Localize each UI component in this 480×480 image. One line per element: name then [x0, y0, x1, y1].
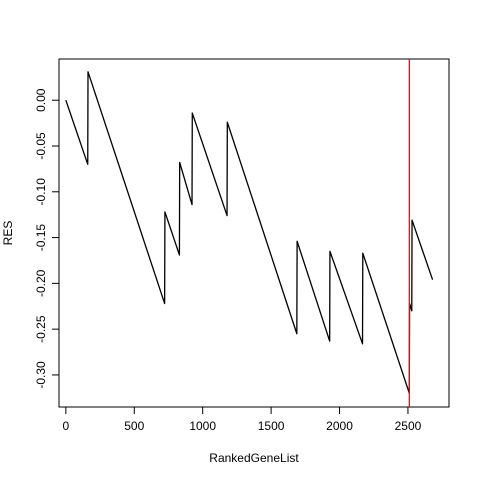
y-tick-label: 0.00 [34, 88, 48, 112]
x-tick-label: 0 [62, 419, 69, 433]
x-tick-label: 1500 [258, 419, 285, 433]
y-axis-label: RES [1, 221, 15, 246]
series-layer [65, 71, 434, 394]
res-series-line [65, 71, 434, 394]
y-tick-label: -0.25 [34, 315, 48, 343]
plot-frame [58, 58, 450, 408]
y-tick-label: -0.30 [34, 361, 48, 389]
y-tick-label: -0.10 [34, 178, 48, 206]
x-tick-label: 1000 [189, 419, 216, 433]
y-tick-label: -0.20 [34, 269, 48, 297]
y-axis: 0.00 -0.05 -0.10 -0.15 -0.20 -0.25 -0.30 [34, 88, 60, 389]
x-tick-label: 500 [124, 419, 144, 433]
y-tick-label: -0.15 [34, 224, 48, 252]
x-tick-label: 2000 [326, 419, 353, 433]
y-tick-label: -0.05 [34, 132, 48, 160]
x-axis: 0 500 1000 1500 2000 2500 [62, 406, 422, 433]
x-axis-label: RankedGeneList [209, 451, 299, 465]
x-tick-label: 2500 [395, 419, 422, 433]
